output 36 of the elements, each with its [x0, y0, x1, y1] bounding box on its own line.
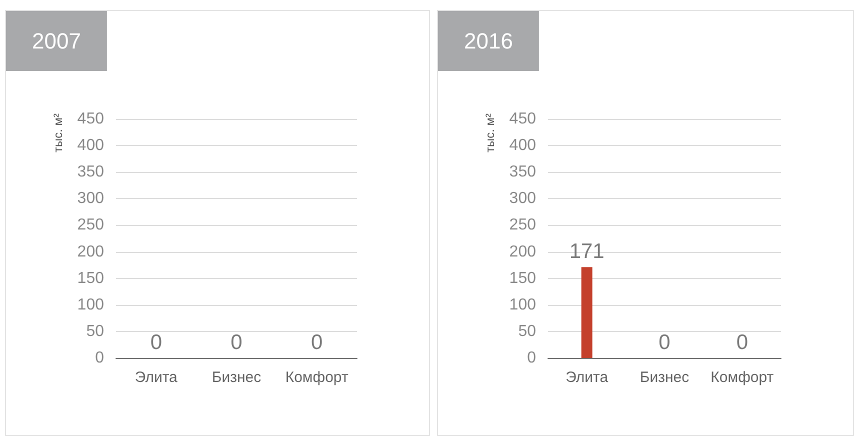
y-tick-label: 50	[518, 322, 536, 340]
data-label: 0	[658, 331, 670, 354]
y-axis-title: тыс. м²	[51, 113, 65, 153]
x-tick-label: Комфорт	[285, 369, 348, 386]
y-tick-label: 450	[509, 110, 536, 128]
chart-title: 2007	[32, 28, 81, 54]
y-tick-label: 200	[77, 243, 104, 260]
data-label: 0	[736, 331, 748, 354]
data-label: 171	[569, 240, 604, 264]
y-tick-label: 150	[509, 270, 536, 287]
y-tick-label: 0	[95, 350, 104, 366]
y-axis-title: тыс. м²	[483, 113, 497, 153]
y-tick-label: 450	[77, 110, 104, 128]
y-tick-label: 300	[77, 190, 104, 208]
y-tick-label: 300	[509, 190, 536, 208]
x-tick-label: Бизнес	[212, 369, 262, 386]
y-tick-label: 400	[509, 137, 536, 154]
y-tick-label: 200	[509, 243, 536, 260]
y-tick-label: 400	[77, 137, 104, 154]
x-tick-label: Бизнес	[640, 369, 690, 386]
x-tick-label: Комфорт	[710, 369, 774, 386]
y-tick-label: 350	[509, 164, 536, 181]
y-tick-label: 150	[77, 270, 104, 287]
data-label: 0	[150, 331, 162, 354]
y-tick-label: 350	[77, 164, 104, 181]
y-tick-label: 250	[77, 216, 104, 234]
y-tick-label: 0	[527, 350, 536, 366]
y-tick-label: 100	[509, 296, 536, 314]
y-tick-label: 100	[77, 296, 104, 314]
chart-title: 2016	[464, 28, 513, 54]
x-tick-label: Элита	[566, 369, 609, 386]
data-label: 0	[310, 331, 323, 354]
x-tick-label: Элита	[134, 369, 178, 386]
y-tick-label: 250	[509, 216, 536, 234]
data-label: 0	[230, 331, 242, 354]
y-tick-label: 50	[86, 322, 104, 340]
